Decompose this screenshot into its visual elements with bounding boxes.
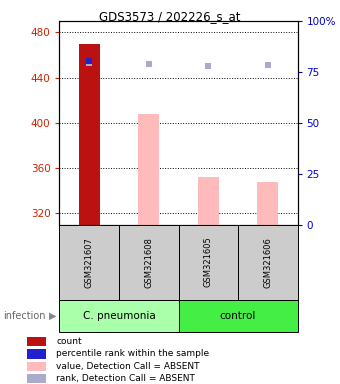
Text: infection: infection [3,311,46,321]
Bar [27,362,46,371]
Bar [257,182,278,225]
Text: GSM321605: GSM321605 [204,237,213,288]
Bar [198,177,219,225]
Bar [27,374,46,384]
Bar [59,300,178,332]
Text: GSM321608: GSM321608 [144,237,153,288]
Text: C. pneumonia: C. pneumonia [83,311,155,321]
Text: value, Detection Call = ABSENT: value, Detection Call = ABSENT [56,362,200,371]
Text: count: count [56,337,82,346]
Bar [59,225,119,300]
Text: rank, Detection Call = ABSENT: rank, Detection Call = ABSENT [56,374,195,383]
Text: percentile rank within the sample: percentile rank within the sample [56,349,209,358]
Text: control: control [220,311,256,321]
Bar [27,337,46,346]
Bar [178,300,298,332]
Text: GSM321606: GSM321606 [263,237,272,288]
Text: ▶: ▶ [49,311,56,321]
Bar [119,225,178,300]
Text: GDS3573 / 202226_s_at: GDS3573 / 202226_s_at [99,10,241,23]
Bar [238,225,298,300]
Bar [27,349,46,359]
Bar [138,114,159,225]
Bar [79,44,100,225]
Text: GSM321607: GSM321607 [85,237,94,288]
Bar [178,225,238,300]
